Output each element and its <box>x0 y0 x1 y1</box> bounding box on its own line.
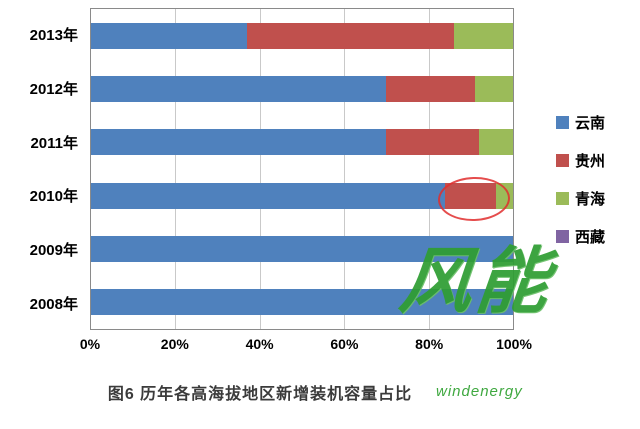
x-axis-tick: 100% <box>496 336 532 352</box>
bar-row <box>91 276 513 329</box>
bar-segment-云南 <box>91 22 248 49</box>
y-axis-label: 2008年 <box>29 295 78 313</box>
legend-label: 青海 <box>575 191 606 208</box>
legend-item-西藏: 西藏 <box>556 226 605 247</box>
bar-row <box>91 9 513 62</box>
gridline <box>175 9 177 329</box>
legend-swatch <box>556 230 569 243</box>
y-axis: 2013年 2012年 2011年 2010年 2009年 2008年 <box>0 8 82 330</box>
bar-segment-贵州 <box>386 129 480 156</box>
bar-segment-贵州 <box>247 22 454 49</box>
stacked-bar <box>91 182 513 209</box>
bar-segment-青海 <box>453 22 513 49</box>
bar-rows <box>91 9 513 329</box>
stacked-bar <box>91 22 513 49</box>
legend-swatch <box>556 154 569 167</box>
bar-segment-云南 <box>91 235 513 262</box>
bar-segment-贵州 <box>445 182 497 209</box>
bar-row <box>91 169 513 222</box>
x-axis-tick: 0% <box>79 336 101 352</box>
stacked-bar <box>91 289 513 316</box>
y-axis-label: 2013年 <box>29 27 78 45</box>
x-axis-tick: 60% <box>330 336 359 352</box>
bar-segment-青海 <box>479 129 513 156</box>
gridline <box>344 9 346 329</box>
legend-label: 贵州 <box>575 153 606 170</box>
stacked-bar <box>91 235 513 262</box>
bar-segment-云南 <box>91 75 387 102</box>
x-axis: 0% 20% 40% 60% 80% 100% <box>80 336 532 356</box>
gridline <box>259 9 261 329</box>
legend-swatch <box>556 116 569 129</box>
bar-segment-云南 <box>91 129 387 156</box>
x-axis-tick: 40% <box>245 336 274 352</box>
stacked-bar <box>91 75 513 102</box>
legend-item-云南: 云南 <box>556 112 605 133</box>
plot-area <box>90 8 514 330</box>
bar-segment-云南 <box>91 182 446 209</box>
bar-row <box>91 62 513 115</box>
bar-segment-青海 <box>496 182 513 209</box>
legend-item-贵州: 贵州 <box>556 150 605 171</box>
bar-segment-青海 <box>475 75 513 102</box>
chart-title: 图6 历年各高海拔地区新增装机容量占比 <box>107 386 413 403</box>
legend-swatch <box>556 192 569 205</box>
y-axis-label: 2010年 <box>29 188 78 206</box>
bar-segment-贵州 <box>386 75 475 102</box>
legend: 云南 贵州 青海 西藏 <box>556 112 605 247</box>
y-axis-label: 2009年 <box>29 242 78 260</box>
legend-label: 云南 <box>575 115 606 132</box>
y-axis-label: 2012年 <box>29 81 78 98</box>
legend-label: 西藏 <box>575 229 606 246</box>
bar-segment-云南 <box>91 289 513 316</box>
x-axis-tick: 80% <box>415 336 444 352</box>
gridline <box>428 9 430 329</box>
stacked-bar <box>91 129 513 156</box>
y-axis-label: 2011年 <box>30 134 78 152</box>
bar-row <box>91 222 513 275</box>
legend-item-青海: 青海 <box>556 188 605 209</box>
x-axis-tick: 20% <box>160 336 189 352</box>
bar-row <box>91 116 513 169</box>
